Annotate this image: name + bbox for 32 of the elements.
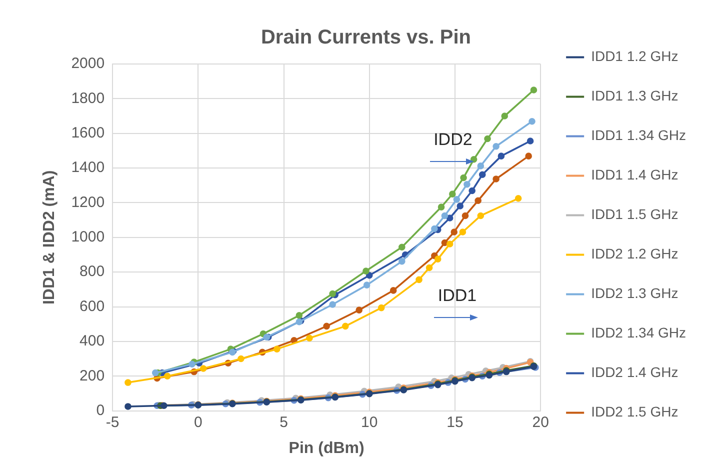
y-tick-label: 1200 [71,194,105,211]
legend-label: IDD1 1.34 GHz [591,127,686,144]
legend-label: IDD2 1.2 GHz [591,246,678,262]
x-tick-label: 10 [361,414,378,431]
legend-label: IDD1 1.2 GHz [591,48,678,64]
y-tick-label: 1400 [71,159,105,176]
legend-label: IDD2 1.4 GHz [591,364,678,380]
legend-label: IDD2 1.34 GHz [591,324,686,341]
x-tick-label: 0 [194,414,202,431]
y-tick-label: 1800 [71,90,105,107]
x-axis-title: Pin (dBm) [288,440,364,457]
x-tick-label: 15 [446,414,464,431]
y-tick-label: 800 [80,263,105,280]
legend-label: IDD2 1.3 GHz [591,285,678,302]
y-tick-label: 600 [80,298,105,315]
x-tick-label: -5 [106,414,120,431]
y-tick-label: 0 [96,402,105,419]
legend-label: IDD1 1.5 GHz [591,206,678,222]
legend-label: IDD1 1.4 GHz [591,166,678,183]
y-axis-title: IDD1 & IDD2 (mA) [41,170,58,305]
y-tick-label: 1600 [71,124,105,142]
x-tick-label: 5 [280,414,288,431]
y-tick-label: 400 [80,332,105,350]
annotation: IDD1 [438,286,477,306]
legend-label: IDD1 1.3 GHz [591,88,678,104]
annotation: IDD2 [434,130,472,149]
chart-title: Drain Currents vs. Pin [260,26,472,49]
y-tick-label: 1000 [71,228,105,246]
x-tick-label: 20 [532,414,549,431]
y-tick-label: 200 [80,367,105,384]
legend-label: IDD2 1.5 GHz [591,404,678,420]
y-tick-label: 2000 [71,55,105,72]
